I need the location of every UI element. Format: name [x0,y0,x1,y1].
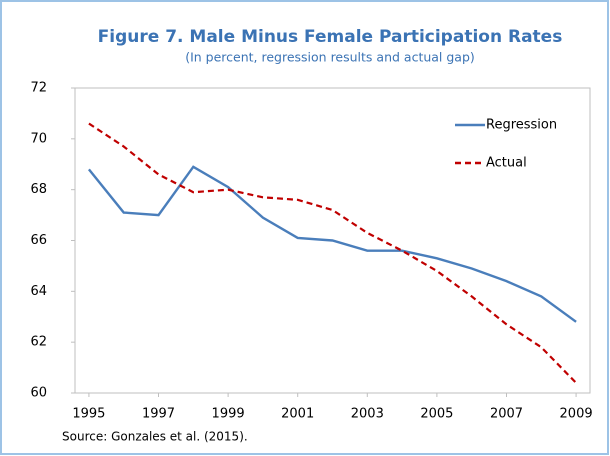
legend-label: Actual [486,156,527,171]
y-tick-label: 60 [30,386,47,401]
x-tick-label: 2001 [281,407,314,422]
source-note: Source: Gonzales et al. (2015). [62,430,248,444]
x-tick-label: 2007 [490,407,523,422]
x-tick-label: 2009 [560,407,593,422]
y-tick-label: 66 [30,233,47,248]
y-tick-label: 62 [30,335,47,350]
x-tick-label: 1995 [72,407,105,422]
x-tick-label: 1997 [142,407,175,422]
y-tick-label: 72 [30,81,47,96]
legend-label: Regression [486,118,557,133]
chart-subtitle: (In percent, regression results and actu… [185,50,475,65]
x-tick-label: 1999 [212,407,245,422]
y-tick-label: 64 [30,284,47,299]
y-tick-label: 68 [30,182,47,197]
x-tick-label: 2003 [351,407,384,422]
y-tick-label: 70 [30,131,47,146]
chart-title: Figure 7. Male Minus Female Participatio… [98,27,563,47]
x-tick-label: 2005 [420,407,453,422]
series-line [87,165,577,323]
series-line [88,122,577,384]
